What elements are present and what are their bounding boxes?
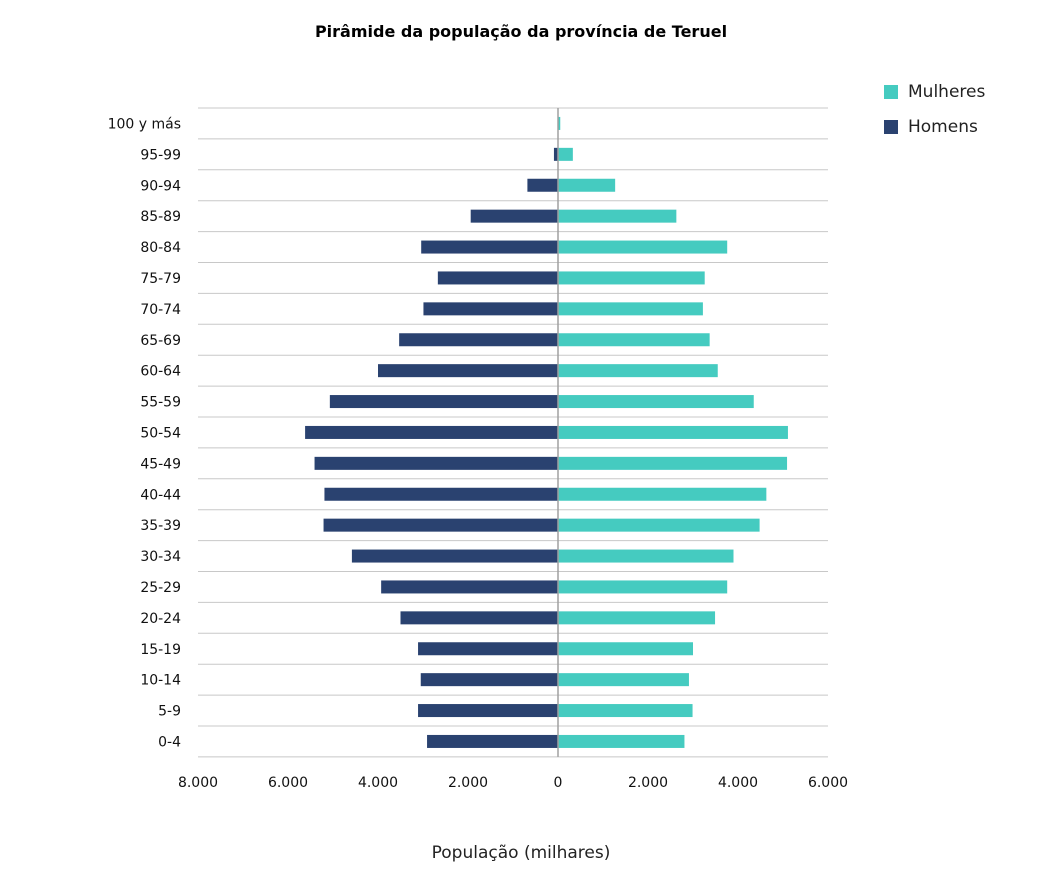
category-label: 50-54	[140, 425, 181, 441]
category-label: 95-99	[140, 147, 181, 163]
category-label: 85-89	[140, 209, 181, 225]
bar-homens[interactable]	[420, 673, 558, 687]
category-label: 100 y más	[108, 116, 181, 132]
bar-homens[interactable]	[329, 395, 558, 409]
x-axis-label: População (milhares)	[431, 843, 611, 863]
bar-mulheres[interactable]	[558, 673, 689, 687]
bar-homens[interactable]	[305, 425, 558, 439]
bar-homens[interactable]	[378, 364, 558, 378]
bar-homens[interactable]	[423, 302, 558, 316]
category-label: 15-19	[140, 642, 181, 658]
bar-mulheres[interactable]	[558, 116, 561, 130]
category-label: 55-59	[140, 395, 181, 411]
bar-homens[interactable]	[399, 333, 558, 347]
category-label: 65-69	[140, 333, 181, 349]
bar-mulheres[interactable]	[558, 425, 788, 439]
bar-mulheres[interactable]	[558, 518, 760, 532]
bar-homens[interactable]	[351, 549, 558, 563]
category-label: 45-49	[140, 456, 181, 472]
category-label: 60-64	[140, 364, 181, 380]
legend-swatch-homens	[884, 119, 898, 134]
category-label: 0-4	[158, 734, 181, 750]
bar-mulheres[interactable]	[558, 333, 710, 347]
legend: Mulheres Homens	[884, 74, 985, 144]
chart-title: Pirâmide da população da província de Te…	[314, 22, 728, 41]
gridlines	[198, 107, 828, 758]
bar-mulheres[interactable]	[558, 487, 767, 501]
x-tick-label: 6.000	[808, 775, 848, 791]
x-tick-label: 2.000	[628, 775, 668, 791]
category-label: 30-34	[140, 549, 181, 565]
bar-homens[interactable]	[527, 178, 558, 192]
legend-item-homens[interactable]: Homens	[884, 109, 985, 144]
legend-label-mulheres: Mulheres	[908, 81, 986, 102]
bar-mulheres[interactable]	[558, 642, 693, 656]
bar-mulheres[interactable]	[558, 271, 705, 285]
bar-mulheres[interactable]	[558, 147, 573, 161]
bar-homens[interactable]	[553, 147, 558, 161]
bar-mulheres[interactable]	[558, 178, 616, 192]
bar-mulheres[interactable]	[558, 580, 728, 594]
bar-mulheres[interactable]	[558, 704, 693, 718]
bar-homens[interactable]	[427, 734, 558, 748]
bar-mulheres[interactable]	[558, 364, 718, 378]
bar-mulheres[interactable]	[558, 549, 734, 563]
category-label: 70-74	[140, 302, 181, 318]
category-label: 5-9	[158, 704, 181, 720]
bar-mulheres[interactable]	[558, 456, 788, 470]
bar-homens[interactable]	[400, 611, 559, 625]
x-tick-label: 4.000	[358, 775, 398, 791]
legend-label-homens: Homens	[908, 116, 978, 137]
bar-homens[interactable]	[470, 209, 558, 223]
category-labels: 100 y más 95-99 90-94 85-89 80-84 75-79 70-74 6…	[108, 116, 182, 750]
x-tick-labels: 8.000 6.000 4.000 2.000 0 2.000 4.000 6.000	[178, 775, 848, 791]
category-label: 40-44	[140, 487, 181, 503]
bar-homens[interactable]	[418, 704, 558, 718]
category-label: 80-84	[140, 240, 181, 256]
bar-homens[interactable]	[314, 456, 558, 470]
x-tick-label: 2.000	[448, 775, 488, 791]
x-tick-label: 6.000	[268, 775, 308, 791]
legend-item-mulheres[interactable]: Mulheres	[884, 74, 985, 109]
x-tick-label: 4.000	[718, 775, 758, 791]
category-label: 75-79	[140, 271, 181, 287]
bar-homens[interactable]	[421, 240, 558, 254]
bar-mulheres[interactable]	[558, 302, 703, 316]
bars	[305, 116, 788, 748]
legend-swatch-mulheres	[884, 84, 898, 99]
x-tick-label: 0	[554, 775, 563, 791]
x-tick-label: 8.000	[178, 775, 218, 791]
bar-mulheres[interactable]	[558, 734, 685, 748]
category-label: 90-94	[140, 178, 181, 194]
bar-mulheres[interactable]	[558, 611, 716, 625]
bar-homens[interactable]	[418, 642, 558, 656]
bar-homens[interactable]	[381, 580, 558, 594]
category-label: 25-29	[140, 580, 181, 596]
category-label: 10-14	[140, 673, 181, 689]
bar-homens[interactable]	[323, 518, 558, 532]
bar-mulheres[interactable]	[558, 395, 754, 409]
bar-mulheres[interactable]	[558, 209, 677, 223]
bar-homens[interactable]	[437, 271, 558, 285]
bar-mulheres[interactable]	[558, 240, 728, 254]
category-label: 20-24	[140, 611, 181, 627]
category-label: 35-39	[140, 518, 181, 534]
bar-homens[interactable]	[324, 487, 558, 501]
